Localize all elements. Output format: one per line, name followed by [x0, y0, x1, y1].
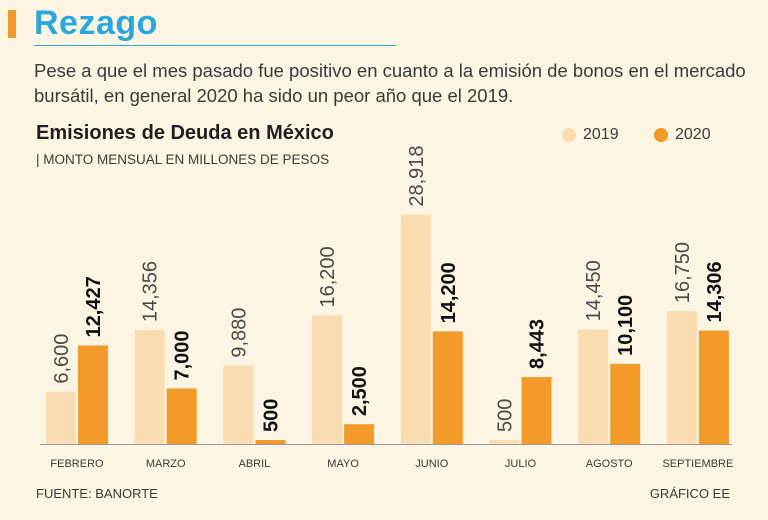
- legend-2020: 2020: [654, 126, 711, 144]
- bar-2019-febrero: [46, 391, 76, 444]
- bar-2020-septiembre: [698, 330, 729, 444]
- value-label-2019-febrero: 6,600: [51, 334, 73, 384]
- category-label-septiembre: SEPTIEMBRE: [662, 458, 733, 470]
- bar-2020-junio: [432, 331, 463, 444]
- chart-title: Emisiones de Deuda en México: [36, 122, 334, 144]
- value-label-2020-mayo: 2,500: [349, 366, 371, 416]
- bar-2020-abril: [255, 440, 286, 444]
- category-label-junio: JUNIO: [415, 458, 448, 470]
- value-label-2019-mayo: 16,200: [317, 246, 339, 307]
- legend-2020-label: 2020: [675, 126, 711, 143]
- legend-2019: 2019: [562, 126, 619, 144]
- value-label-2020-septiembre: 14,306: [704, 261, 726, 322]
- headline: Rezago: [34, 4, 158, 42]
- chart-subtitle: | MONTO MENSUAL EN MILLONES DE PESOS: [36, 152, 330, 167]
- bar-2020-julio: [521, 377, 552, 444]
- value-label-2019-agosto: 14,450: [583, 260, 605, 321]
- bar-2019-agosto: [578, 329, 609, 444]
- value-label-2019-junio: 28,918: [406, 145, 428, 206]
- category-label-mayo: MAYO: [327, 458, 359, 470]
- bar-2019-septiembre: [666, 311, 697, 444]
- bar-2019-marzo: [134, 330, 165, 444]
- bar-2020-febrero: [78, 345, 108, 444]
- bar-2019-junio: [400, 214, 431, 444]
- value-label-2020-junio: 14,200: [438, 262, 460, 323]
- value-label-2020-abril: 500: [260, 399, 282, 432]
- accent-bar: [8, 10, 16, 38]
- bar-2019-mayo: [312, 315, 343, 444]
- source-note: FUENTE: BANORTE: [36, 486, 158, 501]
- category-label-marzo: MARZO: [146, 458, 186, 470]
- bar-2020-agosto: [610, 363, 641, 444]
- value-label-2019-julio: 500: [495, 399, 517, 432]
- value-label-2019-abril: 9,880: [228, 308, 250, 358]
- bar-2019-abril: [223, 365, 254, 444]
- value-label-2020-agosto: 10,100: [615, 295, 637, 356]
- headline-rule: [34, 45, 396, 46]
- category-label-agosto: AGOSTO: [586, 458, 633, 470]
- credit-note: GRÁFICO EE: [649, 486, 730, 501]
- legend-2020-swatch: [654, 128, 668, 142]
- bar-2020-mayo: [344, 424, 375, 444]
- category-label-abril: ABRIL: [239, 458, 271, 470]
- legend-2019-label: 2019: [583, 126, 619, 143]
- value-label-2019-marzo: 14,356: [140, 261, 162, 322]
- bar-2020-marzo: [166, 388, 197, 444]
- value-label-2020-febrero: 12,427: [83, 276, 105, 337]
- legend-2019-swatch: [562, 128, 576, 142]
- value-label-2019-septiembre: 16,750: [672, 242, 694, 303]
- bar-2019-julio: [489, 440, 520, 444]
- category-label-febrero: FEBRERO: [50, 458, 104, 470]
- value-label-2020-marzo: 7,000: [172, 330, 194, 380]
- category-label-julio: JULIO: [505, 458, 537, 470]
- value-label-2020-julio: 8,443: [527, 319, 549, 369]
- intro-text: Pese a que el mes pasado fue positivo en…: [34, 60, 746, 106]
